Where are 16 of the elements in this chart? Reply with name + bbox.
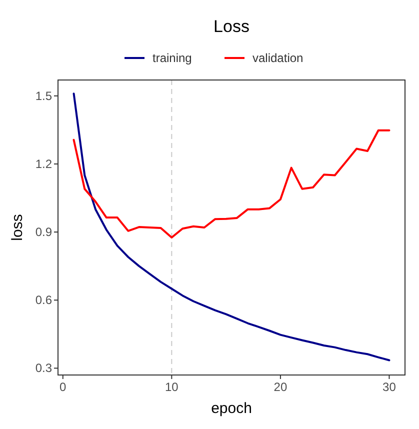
chart-title: Loss <box>214 17 250 36</box>
y-tick-label: 0.6 <box>35 293 52 308</box>
y-axis-title: loss <box>9 214 26 241</box>
y-tick-label: 1.2 <box>35 156 52 171</box>
y-tick-label: 0.3 <box>35 361 52 376</box>
y-tick-label: 1.5 <box>35 88 52 103</box>
y-tick-label: 0.9 <box>35 225 52 240</box>
x-tick-label: 20 <box>274 380 288 394</box>
legend-label: training <box>152 51 192 65</box>
line-series <box>72 129 390 238</box>
x-tick-label: 30 <box>382 380 396 394</box>
line-series <box>72 92 390 362</box>
legend-label: validation <box>252 51 304 65</box>
x-tick-label: 0 <box>60 380 67 394</box>
x-tick-label: 10 <box>164 380 179 394</box>
x-axis-title: epoch <box>211 400 252 417</box>
